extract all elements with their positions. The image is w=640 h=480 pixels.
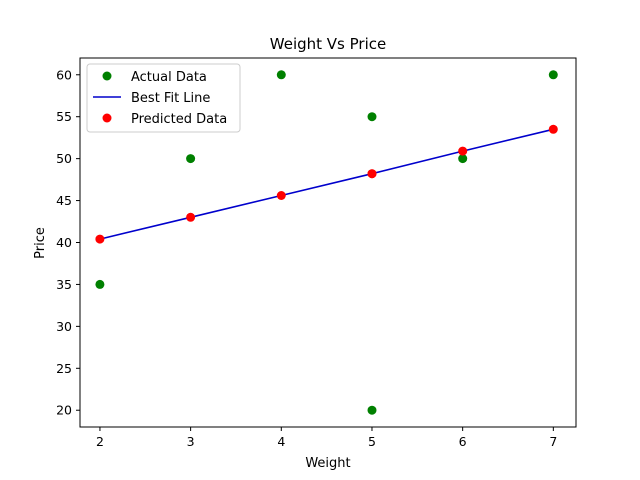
legend-marker-predicted-data [102,113,112,123]
predicted-data-point-5 [458,146,468,156]
legend: Actual Data Best Fit Line Predicted Data [86,63,241,133]
predicted-data-point-4 [367,169,377,179]
x-axis-label: Weight [305,456,350,471]
actual-data-point-1 [186,154,196,164]
legend-label-predicted-data: Predicted Data [131,112,227,127]
y-tick-label: 60 [56,67,72,82]
x-tick-label: 6 [459,434,467,449]
y-tick-label: 30 [56,319,72,334]
predicted-data-point-6 [548,124,558,134]
predicted-data-point-0 [95,234,105,244]
plot-content [95,70,558,415]
predicted-data-point-2 [276,191,286,200]
legend-box [86,63,241,133]
x-tick-label: 4 [277,434,285,449]
chart-title: Weight Vs Price [270,35,386,53]
actual-data-point-0 [95,279,105,289]
legend-label-best-fit-line: Best Fit Line [131,91,210,106]
actual-data-point-5 [458,154,468,164]
y-tick-label: 55 [56,109,72,124]
y-tick-label: 40 [56,235,72,250]
best-fit-line-series [99,128,554,240]
legend-marker-actual-data [102,71,112,81]
x-tick-label: 2 [96,434,104,449]
x-axis: 2 3 4 5 6 7 [96,427,557,449]
y-tick-label: 35 [56,277,72,292]
y-tick-label: 50 [56,151,72,166]
actual-data-point-4 [367,405,377,415]
y-tick-label: 45 [56,193,72,208]
y-axis: 20 25 30 35 40 45 50 55 60 [56,67,80,418]
x-tick-label: 7 [549,434,557,449]
y-tick-label: 20 [56,403,72,418]
predicted-data-point-1 [186,212,196,222]
actual-data-point-3 [367,112,377,122]
x-tick-label: 3 [187,434,195,449]
y-tick-label: 25 [56,361,72,376]
actual-data-point-6 [548,70,558,80]
x-tick-label: 5 [368,434,376,449]
actual-data-point-2 [276,70,286,80]
y-axis-label: Price [33,227,48,259]
legend-label-actual-data: Actual Data [131,70,207,85]
